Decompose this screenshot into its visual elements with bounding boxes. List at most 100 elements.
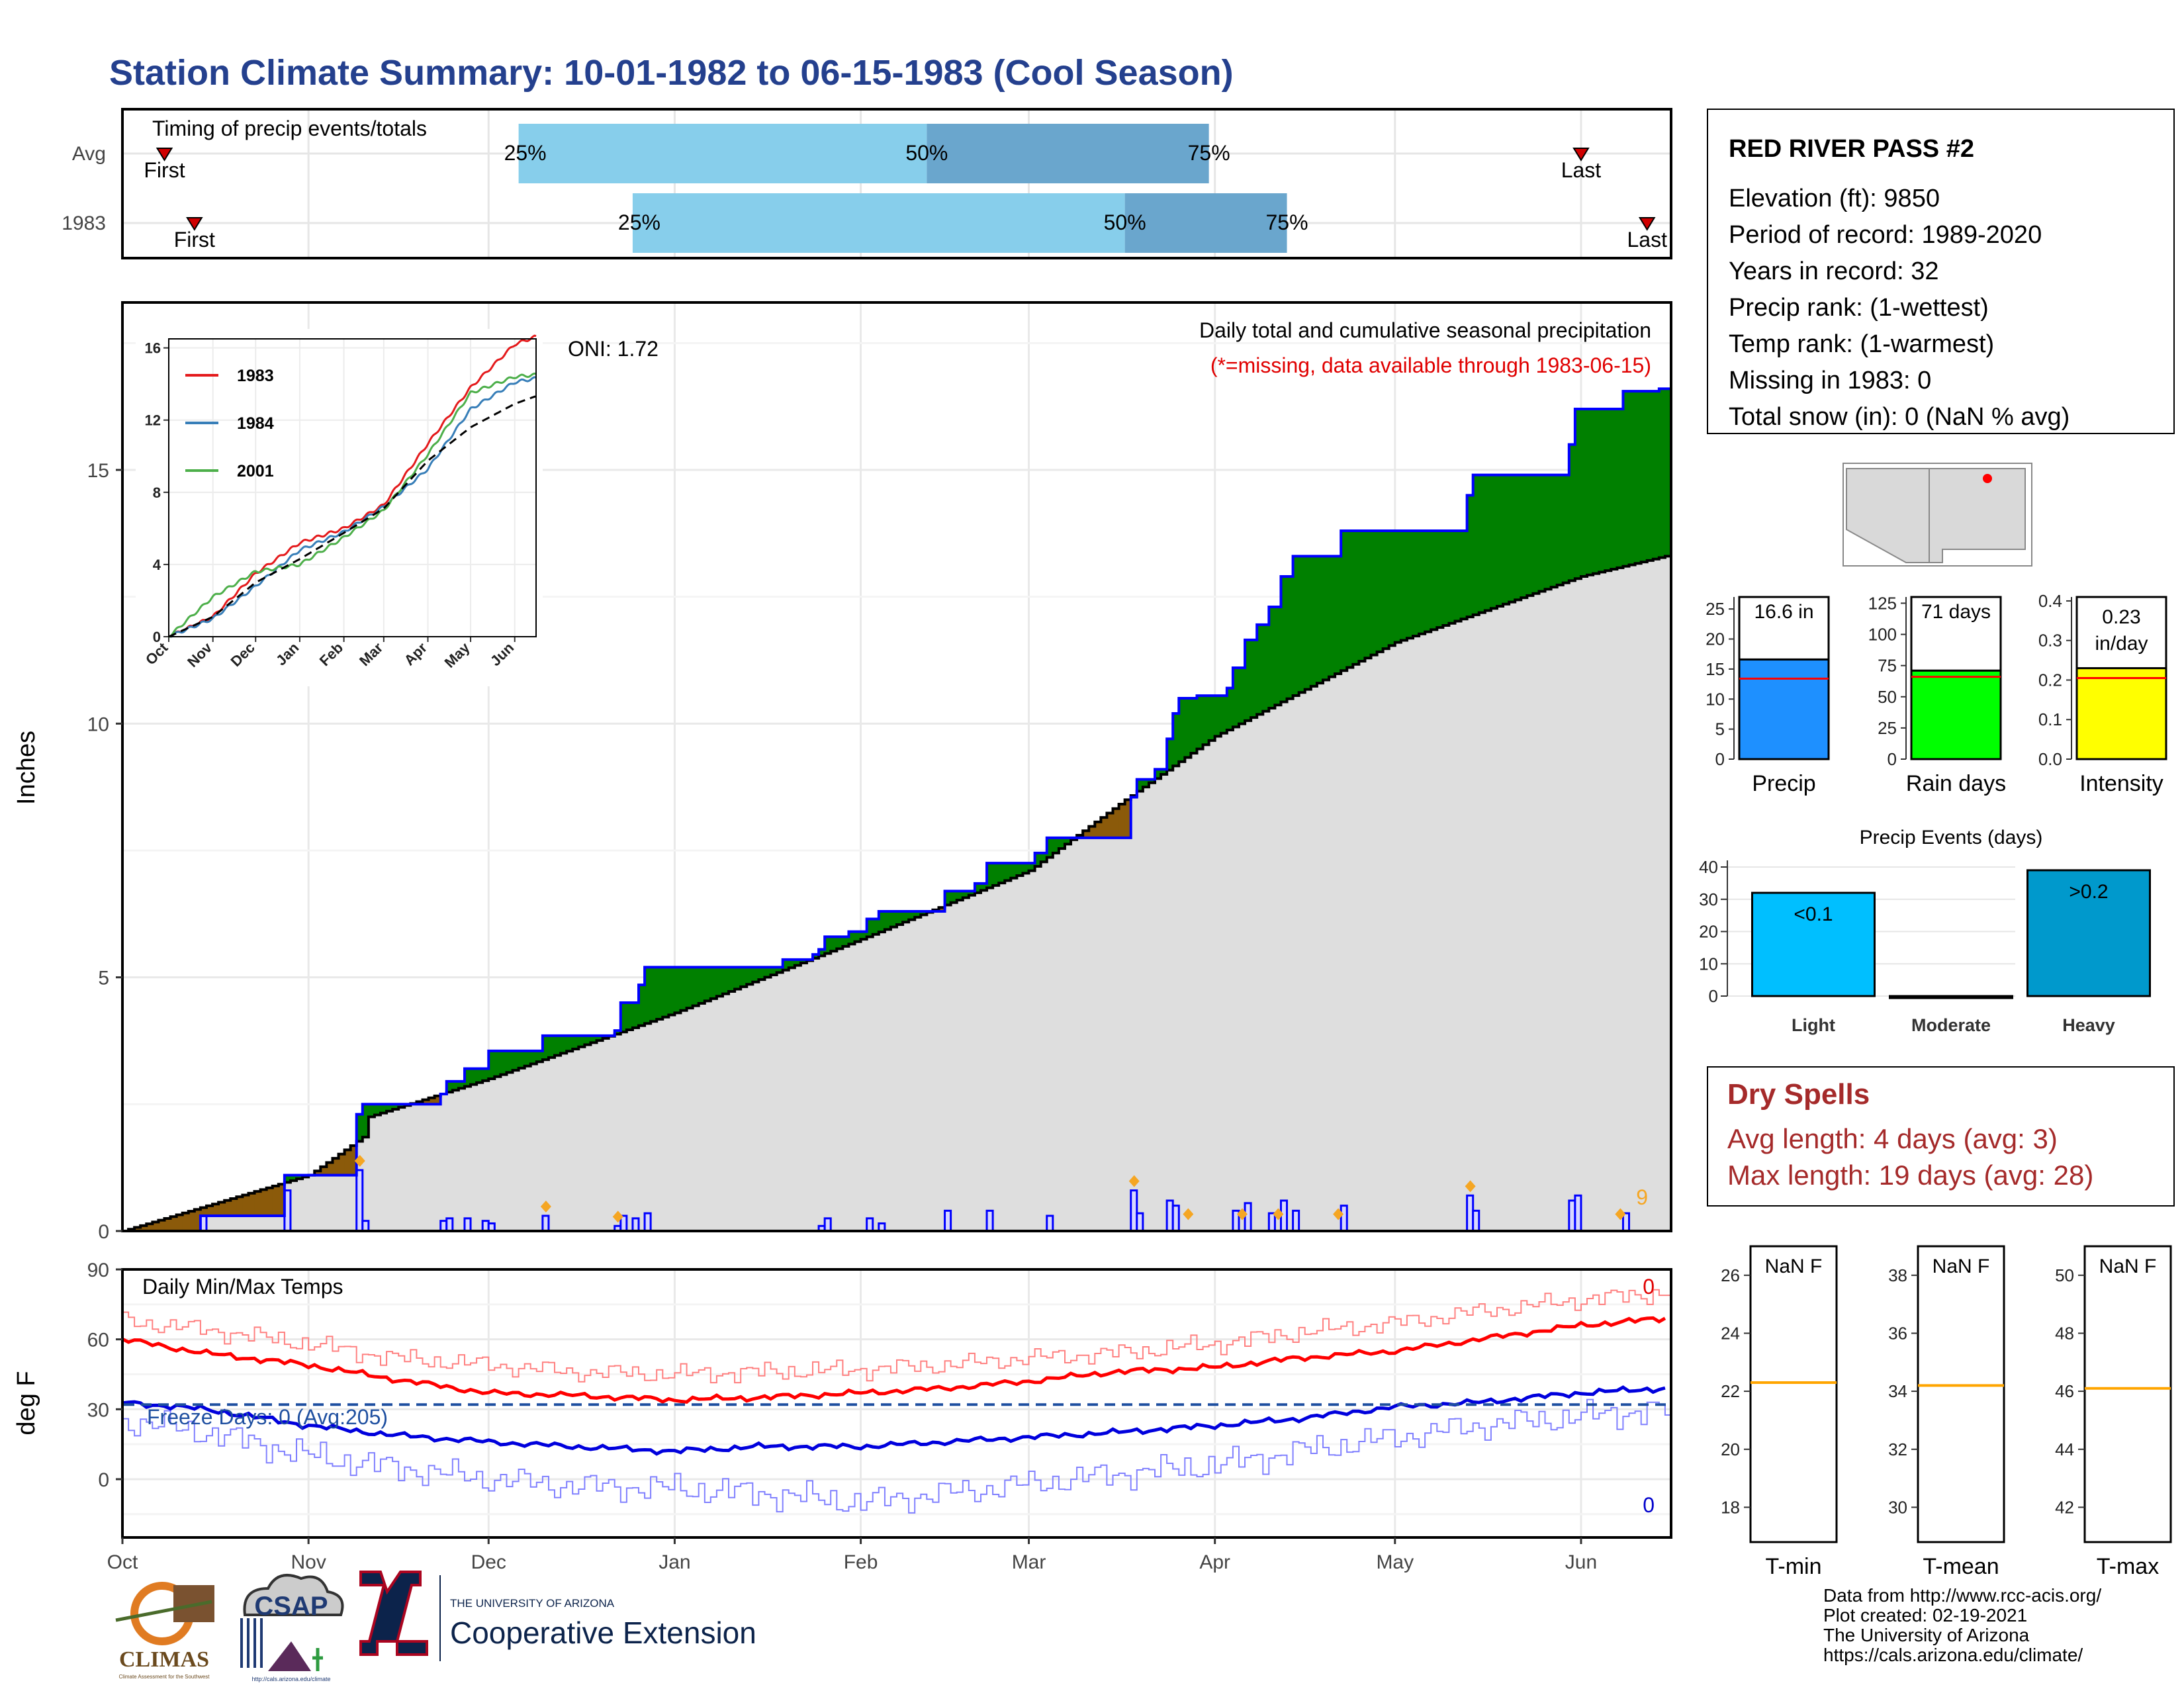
surplus-fill [1539, 475, 1546, 592]
daily-precip-bar [944, 1209, 952, 1232]
temp-box-tick-label: 20 [1721, 1440, 1740, 1459]
surplus-fill [530, 1050, 537, 1064]
deficit-fill [242, 1195, 250, 1216]
deficit-fill [224, 1200, 231, 1216]
events-title: Precip Events (days) [1860, 827, 2043, 848]
min-temp-avg-line [122, 1398, 1671, 1514]
station-name: RED RIVER PASS #2 [1729, 135, 1974, 163]
station-box [1707, 109, 2175, 434]
surplus-fill [1203, 696, 1210, 745]
surplus-fill [1490, 475, 1498, 609]
daily-precip-bar [361, 1220, 370, 1232]
missing-marker-icon [540, 1201, 551, 1212]
surplus-fill [1569, 444, 1576, 581]
freeze-days: Freeze Days: 0 (Avg:205) [147, 1405, 388, 1429]
surplus-fill [1574, 409, 1582, 579]
surplus-fill [1664, 388, 1672, 557]
temp-box [2083, 1245, 2172, 1543]
surplus-fill [1545, 475, 1552, 590]
surplus-fill [1473, 475, 1480, 615]
summary-bar-value: 16.6 in [1754, 601, 1813, 623]
surplus-fill [572, 1035, 579, 1049]
deficit-fill [332, 1158, 340, 1175]
month-tick-label: Dec [471, 1551, 506, 1573]
surplus-fill [800, 959, 807, 964]
dry-avg: Avg length: 4 days (avg: 3) [1727, 1123, 2058, 1154]
surplus-fill [764, 967, 772, 978]
temp-box-tick-label: 44 [2055, 1440, 2074, 1459]
deficit-fill [1101, 817, 1108, 838]
csap-mountain-icon [268, 1641, 311, 1671]
surplus-fill [980, 883, 987, 891]
arizona-shape [1846, 468, 1930, 563]
temp-box-tick-label: 26 [1721, 1265, 1740, 1285]
surplus-fill [1533, 475, 1540, 594]
temp-box-label: T-min [1766, 1554, 1822, 1579]
daily-precip-bar [1340, 1205, 1348, 1232]
average-cumulative-line [122, 555, 1671, 1232]
surplus-fill [657, 967, 663, 1019]
events-bar [1751, 891, 1876, 997]
surplus-fill [1058, 837, 1066, 849]
surplus-fill [741, 967, 747, 987]
temp-box-tick-label: 50 [2055, 1265, 2074, 1285]
surplus-fill [1011, 863, 1017, 878]
temp-box-label: T-max [2097, 1554, 2159, 1579]
timing-label: Timing of precip events/totals [152, 116, 427, 140]
surplus-fill [722, 967, 729, 994]
bar-y-tick-label: 25 [1706, 599, 1725, 619]
first-marker-icon [156, 148, 173, 161]
month-tick-label: Jun [1565, 1551, 1597, 1573]
daily-precip-bar [1292, 1209, 1300, 1232]
events-y-tick-label: 10 [1699, 954, 1718, 974]
deficit-fill [1107, 813, 1114, 838]
surplus-fill [296, 1175, 303, 1179]
surplus-fill [1023, 863, 1030, 874]
deficit-fill [320, 1166, 327, 1175]
surplus-fill [1040, 852, 1048, 862]
surplus-fill [1017, 863, 1024, 876]
surplus-fill [1197, 696, 1204, 749]
temp-box-tick-label: 48 [2055, 1323, 2074, 1343]
surplus-fill [458, 1081, 465, 1089]
month-tick-label: Oct [107, 1551, 138, 1573]
month-tick-label: Jan [659, 1551, 690, 1573]
csap-cloud-icon [243, 1574, 344, 1616]
surplus-fill [872, 919, 880, 935]
surplus-fill [1064, 837, 1071, 845]
surplus-fill [903, 911, 909, 923]
dry-max: Max length: 19 days (avg: 28) [1727, 1160, 2093, 1191]
surplus-fill [1136, 779, 1144, 792]
climas-logo: CLIMAS Climate Assessment for the Southw… [115, 1582, 214, 1680]
locator-map [1843, 463, 2032, 567]
climas-line-icon [115, 1600, 212, 1622]
surplus-fill [1377, 531, 1384, 652]
surplus-fill [782, 959, 790, 970]
bar-y-tick-label: 5 [1715, 719, 1725, 739]
surplus-fill [464, 1068, 471, 1087]
first-label: First [144, 158, 185, 182]
timing-bar-q2 [632, 193, 1125, 253]
daily-precip-bar [985, 1209, 994, 1232]
surplus-fill [1046, 837, 1054, 858]
surplus-fill [987, 863, 993, 888]
surplus-fill [1316, 556, 1324, 684]
deficit-fill [1083, 831, 1089, 838]
surplus-fill [794, 959, 801, 966]
surplus-fill [494, 1050, 501, 1077]
cumulative-precip-line [122, 387, 1671, 1232]
surplus-fill [819, 949, 825, 956]
summary-bar-label-box [1910, 596, 2002, 672]
surplus-fill [813, 954, 819, 958]
bar-y-tick-label: 25 [1878, 718, 1897, 738]
surplus-fill [1148, 779, 1156, 783]
bar-y-tick-label: 125 [1868, 593, 1897, 613]
inset-series-line [169, 334, 537, 638]
events-y-tick-label: 30 [1699, 890, 1718, 909]
deficit-fill [176, 1214, 183, 1231]
max-temp-line [121, 1316, 1666, 1404]
surplus-fill [1257, 624, 1263, 715]
temps-y-tick-label: 60 [87, 1330, 109, 1351]
surplus-fill [1593, 409, 1600, 574]
